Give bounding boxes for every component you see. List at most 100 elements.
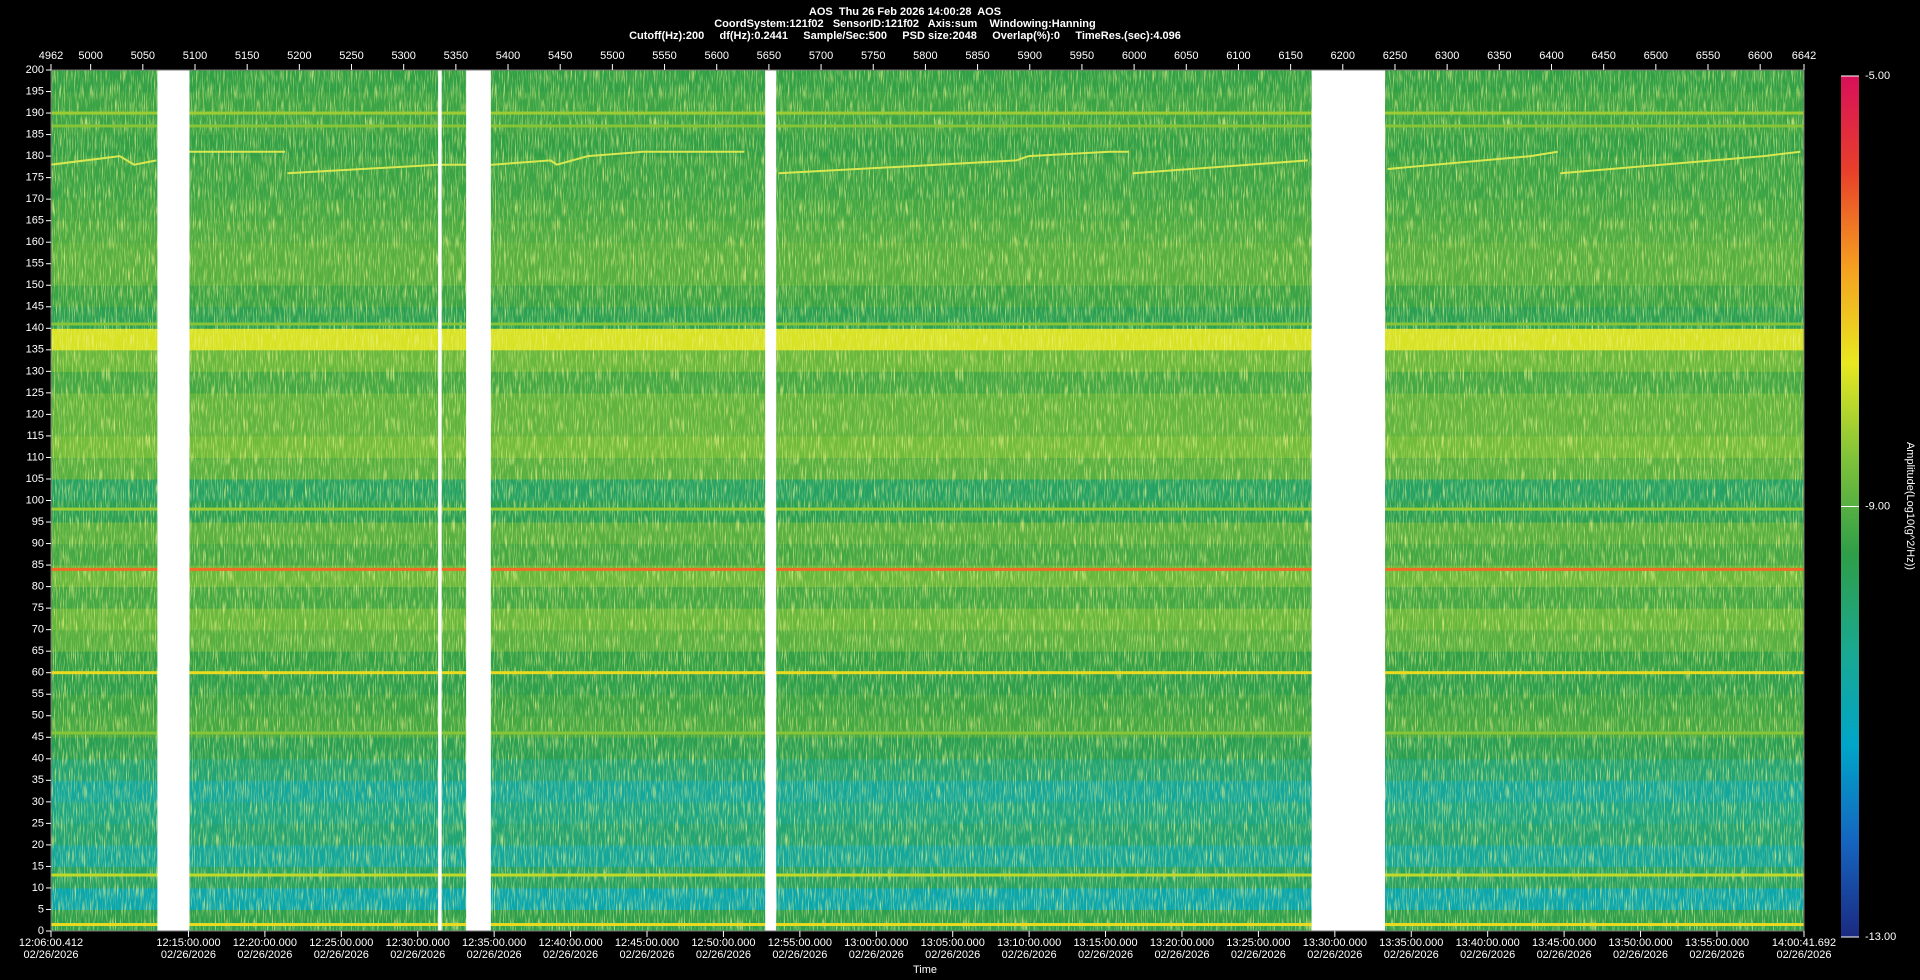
y-tick-label: 175 <box>26 172 44 184</box>
x-tick-date: 02/26/2026 <box>1154 949 1209 961</box>
x2-tick-label: 6642 <box>1792 50 1816 62</box>
tone-line <box>51 507 1804 511</box>
y-tick-label: 85 <box>32 559 44 571</box>
data-gap <box>157 70 190 931</box>
y-tick-label: 15 <box>32 860 44 872</box>
colorbar-tick-label: -9.00 <box>1865 500 1890 512</box>
y-tick-label: 135 <box>26 344 44 356</box>
x2-tick-label: 6400 <box>1539 50 1563 62</box>
x-tick-date: 02/26/2026 <box>1613 949 1668 961</box>
x2-tick-label: 5050 <box>131 50 155 62</box>
y-tick-label: 5 <box>38 903 44 915</box>
x-tick-date: 02/26/2026 <box>543 949 598 961</box>
x-tick-date: 02/26/2026 <box>619 949 674 961</box>
x-tick-date: 02/26/2026 <box>772 949 827 961</box>
x-tick-date: 02/26/2026 <box>467 949 522 961</box>
y-tick-label: 180 <box>26 150 44 162</box>
x2-tick-label: 5850 <box>965 50 989 62</box>
x-tick-label: 12:40:00.000 <box>538 937 602 949</box>
x2-tick-label: 6100 <box>1226 50 1250 62</box>
y-tick-label: 145 <box>26 301 44 313</box>
x2-tick-label: 5150 <box>235 50 259 62</box>
x-tick-date: 02/26/2026 <box>1776 949 1831 961</box>
x2-tick-label: 4962 <box>39 50 63 62</box>
data-gap <box>765 70 777 931</box>
y-tick-label: 110 <box>26 451 44 463</box>
x-tick-label: 12:45:00.000 <box>615 937 679 949</box>
y-tick-label: 35 <box>32 774 44 786</box>
x2-tick-label: 5300 <box>391 50 415 62</box>
x2-tick-label: 6450 <box>1591 50 1615 62</box>
x-tick-label: 13:00:00.000 <box>844 937 908 949</box>
x-tick-label: 13:10:00.000 <box>997 937 1061 949</box>
x2-tick-label: 5600 <box>704 50 728 62</box>
x-tick-date: 02/26/2026 <box>161 949 216 961</box>
subtitle: Cutoff(Hz):200 df(Hz):0.2441 Sample/Sec:… <box>629 30 1181 42</box>
data-gap <box>466 70 491 931</box>
x2-tick-label: 5650 <box>757 50 781 62</box>
subtitle: CoordSystem:121f02 SensorID:121f02 Axis:… <box>714 18 1096 30</box>
x2-tick-label: 5400 <box>496 50 520 62</box>
x-tick-date: 02/26/2026 <box>925 949 980 961</box>
x2-tick-label: 6000 <box>1122 50 1146 62</box>
x-tick-label: 13:35:00.000 <box>1379 937 1443 949</box>
y-tick-label: 50 <box>32 710 44 722</box>
y-tick-label: 0 <box>38 925 44 937</box>
x2-tick-label: 6050 <box>1174 50 1198 62</box>
x2-tick-label: 6500 <box>1644 50 1668 62</box>
y-tick-label: 200 <box>26 64 44 76</box>
x-tick-label: 13:40:00.000 <box>1456 937 1520 949</box>
plot-area <box>51 70 1804 931</box>
tone-line <box>51 124 1804 128</box>
tone-line <box>51 873 1804 877</box>
y-tick-label: 90 <box>32 537 44 549</box>
x-tick-label: 13:50:00.000 <box>1608 937 1672 949</box>
x-tick-date: 02/26/2026 <box>1078 949 1133 961</box>
y-tick-label: 60 <box>32 667 44 679</box>
y-tick-label: 160 <box>26 236 44 248</box>
colorbar-tick-label: -5.00 <box>1865 70 1890 82</box>
x-tick-label: 13:45:00.000 <box>1532 937 1596 949</box>
x-tick-label: 12:15:00.000 <box>156 937 220 949</box>
x-tick-date: 02/26/2026 <box>314 949 369 961</box>
x-tick-label: 12:25:00.000 <box>309 937 373 949</box>
tone-line <box>51 731 1804 735</box>
x-tick-date: 02/26/2026 <box>696 949 751 961</box>
track-line <box>51 150 1801 175</box>
x-tick-date: 02/26/2026 <box>1537 949 1592 961</box>
x2-tick-label: 5950 <box>1070 50 1094 62</box>
texture <box>51 70 1804 931</box>
x2-tick-label: 6550 <box>1696 50 1720 62</box>
x-tick-date: 02/26/2026 <box>390 949 445 961</box>
x-tick-date: 02/26/2026 <box>23 949 78 961</box>
x-tick-label: 12:06:00.412 <box>19 937 83 949</box>
y-tick-label: 70 <box>32 624 44 636</box>
x-tick-label: 12:20:00.000 <box>233 937 297 949</box>
x-tick-date: 02/26/2026 <box>1460 949 1515 961</box>
x-tick-label: 13:30:00.000 <box>1303 937 1367 949</box>
y-tick-label: 165 <box>26 215 44 227</box>
y-tick-label: 190 <box>26 107 44 119</box>
x-tick-label: 13:55:00.000 <box>1685 937 1749 949</box>
y-tick-label: 30 <box>32 796 44 808</box>
x2-tick-label: 6250 <box>1383 50 1407 62</box>
x-axis-title: Time <box>913 964 937 976</box>
x-tick-label: 13:05:00.000 <box>921 937 985 949</box>
x-tick-date: 02/26/2026 <box>1689 949 1744 961</box>
x-tick-label: 12:30:00.000 <box>386 937 450 949</box>
x-tick-label: 13:25:00.000 <box>1226 937 1290 949</box>
tone-line <box>51 567 1804 571</box>
y-tick-label: 155 <box>26 258 44 270</box>
y-tick-label: 150 <box>26 279 44 291</box>
colorbar-title: Amplitude(Log10(g^2/Hz)) <box>1904 442 1916 570</box>
y-tick-label: 185 <box>26 128 44 140</box>
x2-tick-label: 6200 <box>1331 50 1355 62</box>
x2-tick-label: 5800 <box>913 50 937 62</box>
x2-tick-label: 6350 <box>1487 50 1511 62</box>
y-tick-label: 55 <box>32 688 44 700</box>
y-tick-label: 20 <box>32 839 44 851</box>
x2-tick-label: 5550 <box>652 50 676 62</box>
x-tick-date: 02/26/2026 <box>1231 949 1286 961</box>
